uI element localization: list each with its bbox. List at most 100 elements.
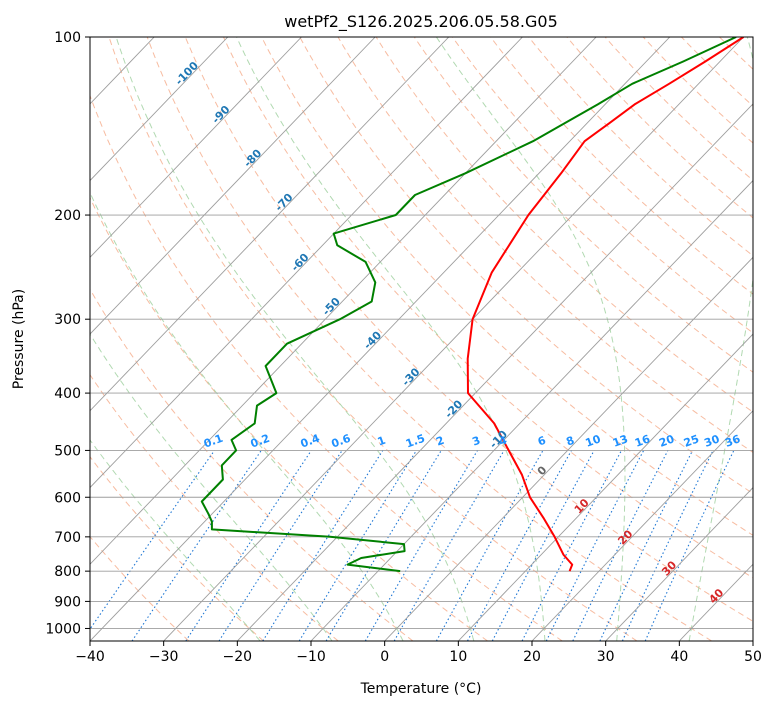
dry-adiabat [719, 37, 753, 70]
dry-adiabat [375, 37, 753, 413]
mixing-ratio-label: 8 [564, 434, 576, 449]
isotherm-line [310, 179, 753, 641]
moist-adiabat [435, 37, 626, 641]
mixing-ratio-label: 6 [536, 434, 548, 449]
mixing-ratio-label: 36 [723, 432, 742, 450]
x-axis-label: Temperature (°C) [360, 681, 482, 697]
y-axis-label: Pressure (hPa) [11, 289, 27, 389]
mixing-ratio-line [218, 450, 343, 641]
dry-adiabat [413, 37, 753, 373]
mixing-ratio-line [545, 450, 645, 641]
mixing-ratio-line [298, 450, 417, 641]
isotherm-label: -80 [241, 146, 264, 170]
dry-adiabat [299, 37, 753, 495]
isotherm-line [531, 410, 753, 641]
dry-adiabat [451, 37, 753, 334]
mixing-ratio-label: 1.5 [404, 432, 427, 451]
y-tick-label: 500 [54, 443, 81, 459]
dry-adiabat [90, 535, 190, 641]
isotherm-line [90, 37, 597, 565]
isotherm-label: 30 [659, 558, 679, 578]
x-tick-label: −20 [223, 649, 253, 665]
x-tick-label: −30 [149, 649, 179, 665]
isotherm-line [605, 486, 753, 641]
reference-labels: -100-90-80-70-60-50-40-30-20-10010203040… [173, 59, 743, 606]
mixing-ratio-label: 0.4 [299, 432, 322, 451]
mixing-ratio-line [90, 450, 215, 631]
mixing-ratio-label: 3 [470, 434, 482, 449]
plot-area [0, 37, 775, 641]
y-tick-label: 1000 [45, 621, 81, 637]
x-tick-label: 30 [597, 649, 615, 665]
isotherm-line [384, 256, 753, 641]
y-tick-label: 700 [54, 530, 81, 546]
dry-adiabat [90, 455, 264, 641]
mixing-ratio-line [599, 450, 694, 641]
y-tick-label: 400 [54, 386, 81, 402]
isotherm-line [90, 37, 376, 335]
mixing-ratio-label: 1 [376, 434, 388, 449]
mixing-ratio-label: 16 [633, 432, 652, 450]
plot-frame [89, 36, 754, 642]
mixing-ratio-label: 2 [434, 434, 446, 449]
dry-adiabat [108, 37, 638, 641]
dewpoint-profile [200, 37, 737, 573]
dry-adiabat [223, 37, 753, 579]
x-tick-label: −40 [75, 649, 105, 665]
axes: −40 −30 −20 −10 0 10 20 30 40 5010020030040050060… [45, 30, 762, 665]
x-tick-label: 40 [670, 649, 688, 665]
y-tick-label: 300 [54, 312, 81, 328]
dry-adiabat [184, 37, 753, 622]
isotherm-line [752, 640, 753, 641]
isotherm-label: -90 [209, 103, 232, 127]
x-tick-label: 20 [523, 649, 541, 665]
isotherm-label: -50 [320, 295, 343, 319]
mixing-ratio-line [435, 450, 544, 641]
isotherm-line [90, 37, 450, 412]
x-tick-label: 0 [380, 649, 389, 665]
y-tick-label: 100 [54, 30, 81, 46]
mixing-ratio-line [467, 450, 572, 641]
moist-adiabat [115, 37, 475, 641]
isotherm-label: -60 [289, 251, 312, 275]
dry-adiabat [490, 37, 753, 295]
mixing-ratio-label: 0.6 [330, 432, 353, 451]
isotherm-line [90, 37, 229, 182]
y-tick-label: 900 [54, 594, 81, 610]
mixing-ratio-label: 0.2 [249, 432, 272, 451]
dry-adiabat [758, 37, 775, 641]
mixing-ratio-label: 10 [584, 432, 603, 450]
moist-adiabat [688, 37, 753, 641]
dry-adiabat [528, 37, 753, 257]
dry-adiabat [261, 37, 753, 536]
isotherm-label: -30 [399, 365, 422, 389]
isotherm-line [90, 37, 523, 489]
x-tick-label: 50 [744, 649, 762, 665]
isotherm-label: -100 [173, 59, 202, 88]
isotherm-line [457, 333, 753, 641]
dry-adiabat [566, 37, 753, 219]
dry-adiabat [90, 288, 414, 641]
mixing-ratio-line [393, 450, 505, 641]
isotherm-label: 0 [535, 463, 550, 478]
dry-adiabat [146, 37, 712, 641]
mixing-ratio-label: 25 [682, 432, 701, 449]
mixing-ratio-label: 0.1 [202, 432, 225, 451]
moist-adiabat [90, 333, 333, 641]
dry-adiabat [681, 37, 753, 107]
isotherm-line [90, 37, 302, 258]
isotherm-line [90, 37, 671, 641]
dry-adiabat [90, 94, 563, 641]
isotherm-label: -70 [272, 191, 295, 215]
isotherm-label: -20 [442, 397, 465, 421]
mixing-ratio-line [364, 450, 478, 641]
mixing-ratio-line [325, 450, 442, 641]
mixing-ratio-label: 30 [702, 432, 721, 450]
moist-adiabat [236, 37, 546, 641]
mixing-ratio-line [185, 450, 312, 641]
chart-title: wetPf2_S126.2025.206.05.58.G05 [284, 12, 558, 32]
isotherm-line [0, 37, 7, 641]
x-tick-label: 10 [449, 649, 467, 665]
y-tick-label: 800 [54, 564, 81, 580]
